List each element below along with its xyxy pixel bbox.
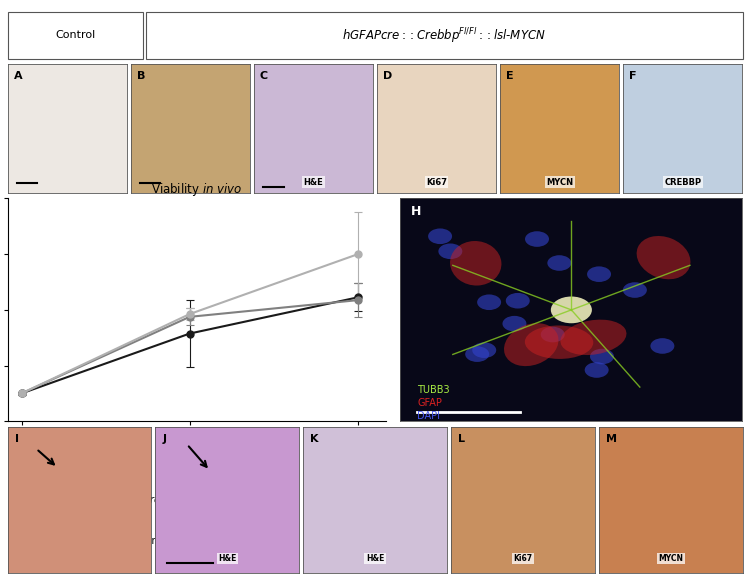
Text: $\it{hGFAPcre::Crebbp}$$^{Fl/Fl}$$\it{::lsl\text{-}MYCN}$: $\it{hGFAPcre::Crebbp}$$^{Fl/Fl}$$\it{::… (342, 26, 546, 44)
Legend: culture
nr.1, culture
nr.2, culture
nr.3: culture nr.1, culture nr.2, culture nr.3 (104, 532, 289, 561)
Title: Viability $\it{in\ vivo}$: Viability $\it{in\ vivo}$ (151, 181, 242, 198)
Ellipse shape (650, 338, 674, 354)
Ellipse shape (587, 266, 611, 282)
X-axis label: time [h]: time [h] (175, 446, 219, 456)
Text: Ki67: Ki67 (513, 554, 532, 563)
Ellipse shape (548, 255, 572, 271)
Ellipse shape (503, 316, 526, 332)
Text: H&E: H&E (304, 178, 323, 187)
Text: H: H (410, 205, 421, 218)
Ellipse shape (590, 349, 614, 364)
Circle shape (550, 297, 592, 324)
Text: H&E: H&E (366, 554, 384, 563)
Ellipse shape (477, 294, 501, 310)
Text: CREBBP: CREBBP (664, 178, 701, 187)
Ellipse shape (525, 325, 593, 359)
Ellipse shape (585, 362, 609, 378)
Ellipse shape (504, 323, 559, 366)
Text: F: F (629, 71, 637, 81)
Text: D: D (382, 71, 392, 81)
Ellipse shape (506, 293, 530, 308)
Ellipse shape (472, 342, 496, 358)
Ellipse shape (465, 346, 489, 362)
Ellipse shape (623, 282, 646, 298)
FancyBboxPatch shape (146, 12, 742, 59)
Text: Control: Control (56, 30, 96, 40)
Ellipse shape (637, 236, 691, 279)
Text: A: A (13, 71, 22, 81)
Ellipse shape (560, 319, 626, 355)
Text: E: E (506, 71, 514, 81)
Text: L: L (458, 434, 465, 444)
FancyBboxPatch shape (8, 12, 143, 59)
Text: C: C (260, 71, 268, 81)
Text: K: K (310, 434, 319, 444)
Ellipse shape (525, 231, 549, 247)
Ellipse shape (428, 229, 452, 244)
Text: TUBB3: TUBB3 (417, 384, 450, 394)
Text: M: M (606, 434, 617, 444)
Ellipse shape (438, 243, 462, 259)
Text: I: I (15, 434, 19, 444)
Text: J: J (163, 434, 166, 444)
Text: H&E: H&E (218, 554, 236, 563)
Ellipse shape (450, 241, 502, 285)
Ellipse shape (541, 327, 565, 342)
Text: DAPI: DAPI (417, 411, 440, 421)
Text: MYCN: MYCN (658, 554, 683, 563)
Text: $\it{hGFAPcre::Crebbp^{Fl/Fl}::lsl\text{-}MYCN}$: $\it{hGFAPcre::Crebbp^{Fl/Fl}::lsl\text{… (112, 493, 281, 508)
Text: GFAP: GFAP (417, 398, 442, 408)
Text: Ki67: Ki67 (426, 178, 447, 187)
Text: B: B (136, 71, 145, 81)
Text: MYCN: MYCN (546, 178, 573, 187)
